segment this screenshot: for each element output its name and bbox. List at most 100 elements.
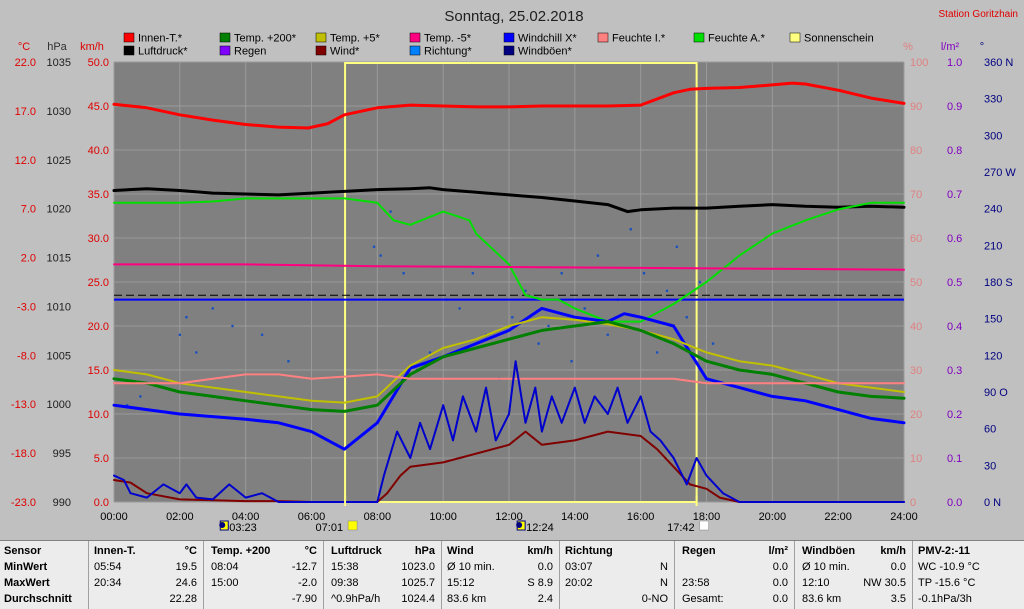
axis-unit-labels: °C hPa km/h% l/m² ° — [18, 41, 984, 53]
direction-point — [194, 351, 198, 354]
statistics-panel: Sensor MinWert MaxWert Durchschnitt Innen-T.… — [0, 540, 1024, 609]
stat-value: 1024.4 — [401, 593, 435, 605]
stat-row: MinWert — [0, 559, 88, 575]
stat-unit: km/h — [527, 545, 553, 557]
y-tick-label: 150 — [984, 314, 1002, 326]
y-tick-label: 45.0 — [88, 101, 109, 113]
stat-label: Durchschnitt — [4, 593, 72, 605]
stat-label: Ø 10 min. — [447, 561, 495, 573]
moon-icon-shade — [219, 522, 226, 528]
y-tick-label: 180 S — [984, 277, 1013, 289]
y-tick-label: 330 — [984, 94, 1002, 106]
sun-moon-markers: 03:23 07:01 12:24 17:42 — [219, 496, 709, 534]
legend-label: Sonnenschein — [804, 33, 874, 45]
direction-point — [685, 315, 689, 319]
direction-point — [185, 315, 188, 319]
y-tick-label: 240 — [984, 204, 1002, 216]
stat-header-row: Luftdruck hPa — [323, 543, 441, 559]
legend-label: Temp. -5* — [424, 33, 472, 45]
y-tick-label: 1000 — [47, 399, 71, 411]
stat-block-luft: Luftdruck hPa 15:38 1023.0 09:38 1025.7 ^0.9hP… — [323, 541, 442, 609]
stat-header: Regen — [682, 545, 716, 557]
direction-point — [402, 271, 405, 275]
y-tick-label: 10 — [910, 453, 922, 465]
y-tick-label: 0.6 — [947, 233, 962, 245]
legend-swatch — [409, 45, 421, 56]
stat-value: 22.28 — [169, 593, 197, 605]
stat-label: Ø 10 min. — [802, 561, 850, 573]
stat-row: 15:00 -2.0 — [203, 575, 323, 591]
stat-unit: °C — [184, 545, 197, 557]
legend-swatch — [503, 32, 515, 43]
stat-block-wind: Wind km/h Ø 10 min. 0.0 15:12 S 8.9 83.6 km 2.4 — [441, 541, 560, 609]
x-tick-label: 12:00 — [495, 511, 523, 523]
y-tick-label: 990 — [53, 497, 71, 509]
direction-point — [560, 271, 563, 275]
stat-row: 23:58 0.0 — [674, 575, 794, 591]
stat-header-row: Sensor — [0, 543, 88, 559]
stat-label: 83.6 km — [802, 593, 842, 605]
direction-point — [665, 289, 669, 293]
stat-value: 1025.7 — [401, 577, 435, 589]
y-tick-label: 0.9 — [947, 101, 962, 113]
y-tick-label: 1020 — [47, 204, 71, 216]
moon-time-label: 03:23 — [229, 522, 257, 534]
stat-header: Richtung — [565, 545, 613, 557]
stat-label: Gesamt: — [682, 593, 724, 605]
sun-time-label: 17:42 — [667, 522, 695, 534]
stat-header-row: Innen-T. °C — [88, 543, 203, 559]
sunshine-band — [344, 62, 698, 503]
direction-point — [287, 359, 290, 363]
x-tick-label: 20:00 — [759, 511, 787, 523]
y-tick-label: 30 — [910, 365, 922, 377]
stat-label: WC -10.9 °C — [918, 561, 980, 573]
stat-label: 12:10 — [802, 577, 830, 589]
stat-block-innen: Innen-T. °C 05:54 19.5 20:34 24.6 22.28 — [88, 541, 204, 609]
x-tick-label: 24:00 — [890, 511, 918, 523]
stat-value: 2.4 — [537, 593, 553, 605]
direction-point — [698, 280, 702, 284]
stat-block-richtung: Richtung 03:07 N 20:02 N 0-NO — [559, 541, 675, 609]
y-tick-label: 60 — [984, 424, 996, 436]
stat-row: Gesamt: 0.0 — [674, 591, 794, 607]
stat-row: 83.6 km 3.5 — [794, 591, 912, 607]
stat-row: 09:38 1025.7 — [323, 575, 441, 591]
stat-header: PMV-2:-11 — [918, 545, 970, 557]
direction-point — [139, 395, 142, 398]
direction-point — [211, 307, 215, 310]
legend-swatch — [693, 32, 705, 43]
stat-header: Wind — [447, 545, 474, 557]
y-tick-label: 0.8 — [947, 145, 962, 157]
y-tick-label: -23.0 — [11, 497, 36, 509]
legend: Innen-T.* Temp. +200* Temp. +5* Temp. -5* Wi… — [123, 32, 874, 58]
series-line — [113, 197, 905, 323]
y-tick-label: 1.0 — [947, 57, 962, 69]
stat-row: -7.90 — [203, 591, 323, 607]
chart-title: Sonntag, 25.02.2018 — [444, 8, 583, 25]
y-tick-label: 5.0 — [94, 453, 109, 465]
y-tick-label: 50 — [910, 277, 922, 289]
direction-point — [389, 210, 392, 213]
direction-point — [537, 342, 540, 345]
legend-label: Innen-T.* — [138, 33, 183, 45]
stat-row: ^0.9hPa/h 1024.4 — [323, 591, 441, 607]
stat-value: 0.0 — [772, 593, 788, 605]
y-tick-label: 1035 — [47, 57, 71, 69]
y-tick-label: 1010 — [47, 301, 71, 313]
stat-block-sensor: Sensor MinWert MaxWert Durchschnitt — [0, 541, 89, 609]
stat-label: 08:04 — [211, 561, 239, 573]
axis-unit-label: % — [903, 41, 913, 53]
legend-swatch — [789, 32, 801, 43]
stat-value: 3.5 — [890, 593, 906, 605]
station-name: Station Goritzhain — [939, 9, 1019, 20]
direction-point — [655, 351, 659, 354]
stat-row: 22.28 — [88, 591, 203, 607]
y-tick-label: 0.0 — [947, 497, 962, 509]
direction-point — [372, 245, 376, 249]
moon-icon-shade — [516, 522, 523, 528]
y-tick-label: 80 — [910, 145, 922, 157]
stat-label: 05:54 — [94, 561, 122, 573]
y-tick-label: 40.0 — [88, 145, 109, 157]
moon-time-label: 12:24 — [526, 522, 554, 534]
legend-swatch — [123, 45, 135, 56]
